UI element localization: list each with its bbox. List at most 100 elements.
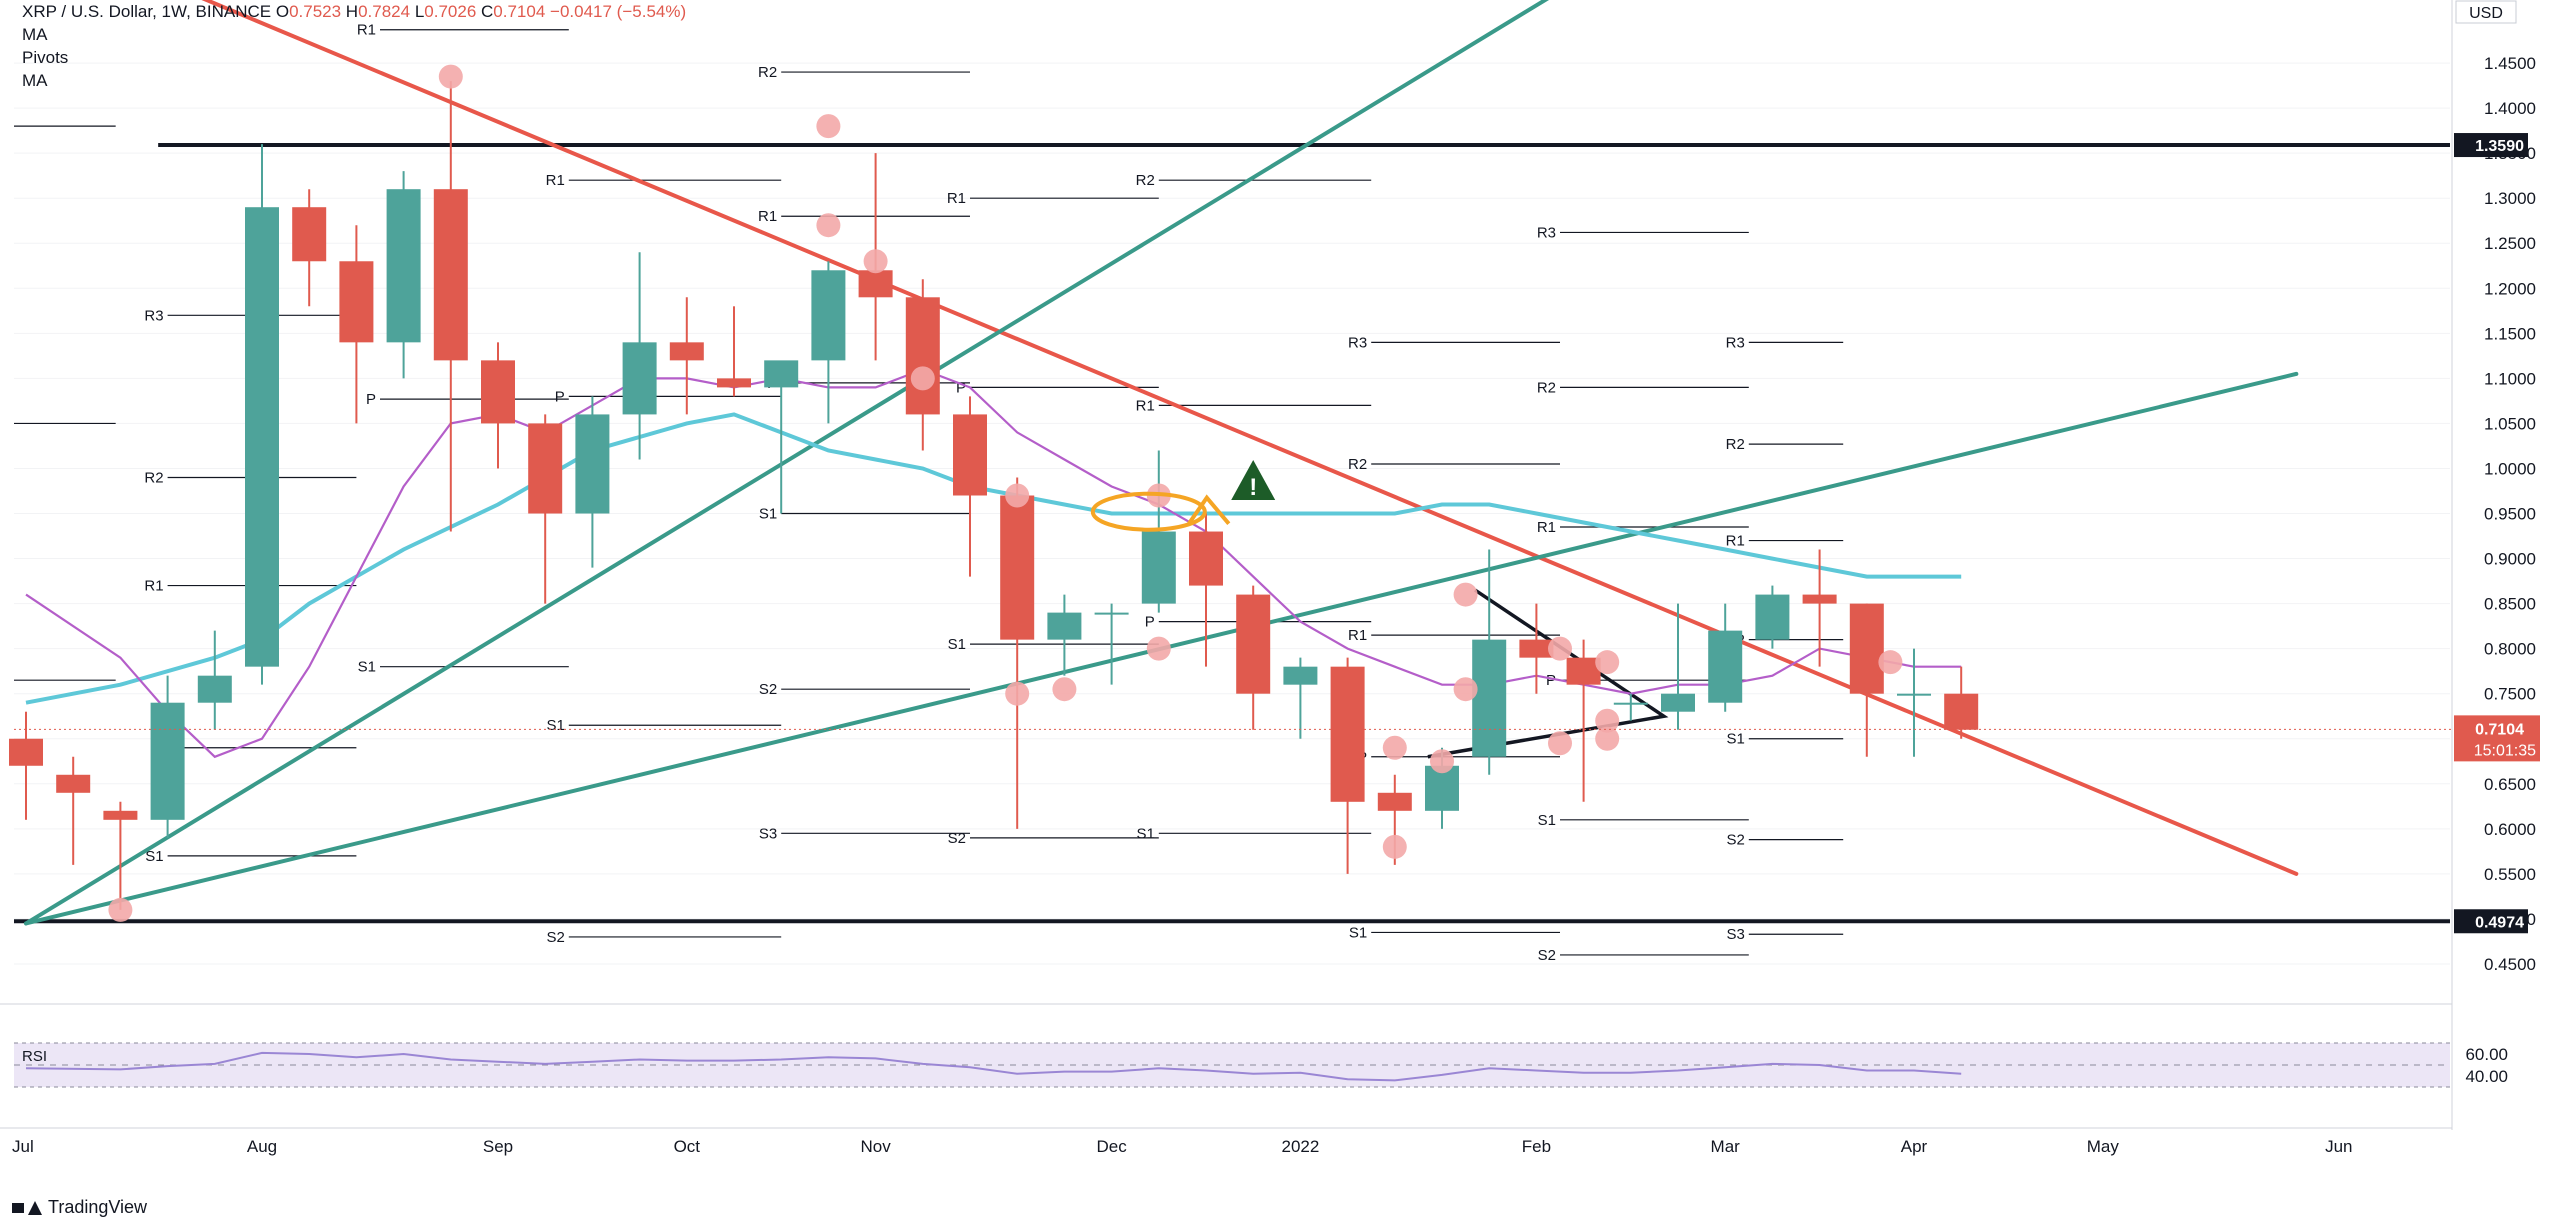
pivot-label: S2 [1726, 832, 1744, 849]
pivot-label: R1 [1136, 397, 1155, 414]
price-tick-label: 1.2500 [2484, 234, 2536, 253]
candle [1755, 585, 1790, 649]
price-tick-label: 0.9500 [2484, 505, 2536, 524]
candle [103, 801, 138, 910]
pivot-marker [1595, 726, 1620, 751]
time-tick-label: 2022 [1281, 1137, 1319, 1156]
tradingview-logo-icon [12, 1200, 42, 1215]
candles [9, 81, 1979, 910]
time-axis[interactable]: Jul Aug Sep Oct Nov Dec 2022 Feb Mar Apr May Jun [0, 1127, 2452, 1156]
trend-lines[interactable] [24, 0, 2299, 926]
indicator-ma-1[interactable]: MA [22, 25, 48, 44]
pivot-marker [1878, 650, 1903, 675]
candle [1802, 549, 1837, 667]
rsi-line [25, 1051, 1962, 1082]
pivot-label: R3 [1537, 224, 1556, 241]
pivot-label: R2 [1136, 172, 1155, 189]
candle [575, 396, 610, 568]
candle [1944, 666, 1979, 739]
pivot-marker [1146, 636, 1171, 661]
time-tick-label: Apr [1901, 1137, 1928, 1156]
pivot-label: R1 [144, 578, 163, 595]
indicator-pivots[interactable]: Pivots [22, 48, 69, 67]
candle [1566, 639, 1601, 802]
candle [764, 360, 799, 514]
pivot-marker [1382, 834, 1407, 859]
ma-fast-line [25, 368, 1962, 759]
time-tick-label: Dec [1096, 1137, 1127, 1156]
price-axis[interactable]: 1.45001.40001.35001.30001.25001.20001.15… [14, 0, 2540, 1130]
price-tick-label: 0.9000 [2484, 550, 2536, 569]
pivot-label: S1 [1726, 731, 1744, 748]
indicator-ma-2[interactable]: MA [22, 71, 48, 90]
pivot-label: R3 [1348, 334, 1367, 351]
level-price-tag-label: 1.3590 [2475, 138, 2524, 155]
candle-body [481, 360, 515, 424]
candle [1283, 657, 1318, 739]
candle [1330, 657, 1365, 874]
candle-body [1189, 531, 1223, 586]
pivot-label: S1 [546, 717, 564, 734]
annotation-ellipse [1090, 491, 1207, 532]
price-tick-label: 0.6000 [2484, 820, 2536, 839]
candle-body [1944, 693, 1979, 730]
candle [1519, 603, 1554, 694]
pivot-label: R1 [947, 190, 966, 207]
tradingview-brand[interactable]: TradingView [12, 1197, 147, 1218]
candle [811, 261, 846, 424]
candle [528, 414, 563, 604]
pivot-label: S1 [759, 506, 777, 523]
price-tick-label: 1.2000 [2484, 279, 2536, 298]
candle [1425, 747, 1459, 829]
moving-averages [25, 368, 1962, 759]
pivot-label: R2 [758, 64, 777, 81]
pivot-marker [1548, 636, 1572, 661]
time-tick-label: Nov [860, 1137, 891, 1156]
pivot-marker [1595, 650, 1620, 675]
symbol-title[interactable]: XRP / U.S. Dollar, 1W, BINANCE [22, 2, 272, 21]
level-price-tag [2454, 909, 2528, 934]
candle-body [386, 189, 421, 343]
rsi-panel: RSI [0, 1003, 2452, 1088]
candle-body [1849, 603, 1884, 694]
annotations[interactable]: ! [1090, 459, 1276, 532]
candle-body [1897, 693, 1931, 696]
candle-body [1283, 666, 1318, 685]
markers [108, 64, 1903, 922]
trend-line [201, 0, 2299, 876]
price-tick-label: 1.4500 [2484, 54, 2536, 73]
pivot-marker [816, 213, 841, 238]
chart-grid [14, 62, 2450, 965]
candle-body [1141, 531, 1176, 604]
triangle-pattern [1427, 588, 1669, 759]
candle-body [717, 378, 751, 388]
candle-body [150, 702, 185, 820]
pivot-label: P [366, 391, 376, 408]
candle [386, 171, 421, 379]
time-tick-label: Mar [1711, 1137, 1741, 1156]
candle-body [528, 423, 563, 514]
candle-body [197, 675, 232, 703]
price-tick-label: 1.0500 [2484, 414, 2536, 433]
time-tick-label: Jun [2325, 1137, 2352, 1156]
candle [1897, 648, 1931, 757]
rsi-tick-label: 40.00 [2465, 1067, 2508, 1086]
candle [197, 630, 232, 730]
pivot-label: S2 [759, 681, 777, 698]
pivot-marker [1005, 681, 1030, 706]
currency-button[interactable] [2455, 0, 2517, 24]
warning-icon-glyph: ! [1249, 474, 1257, 501]
candle [1141, 450, 1176, 613]
price-tick-label: 0.7500 [2484, 685, 2536, 704]
pivot-label: S1 [1349, 924, 1367, 941]
candle-body [1755, 594, 1790, 640]
candle-body [433, 189, 468, 361]
pivot-marker [1382, 735, 1407, 760]
symbol-line: XRP / U.S. Dollar, 1W, BINANCE O0.7523 H… [22, 0, 686, 23]
candle [1661, 603, 1695, 730]
time-tick-label: Oct [674, 1137, 701, 1156]
pivot-label: S2 [546, 929, 564, 946]
time-tick-label: Sep [483, 1137, 513, 1156]
candle-body [292, 207, 327, 262]
